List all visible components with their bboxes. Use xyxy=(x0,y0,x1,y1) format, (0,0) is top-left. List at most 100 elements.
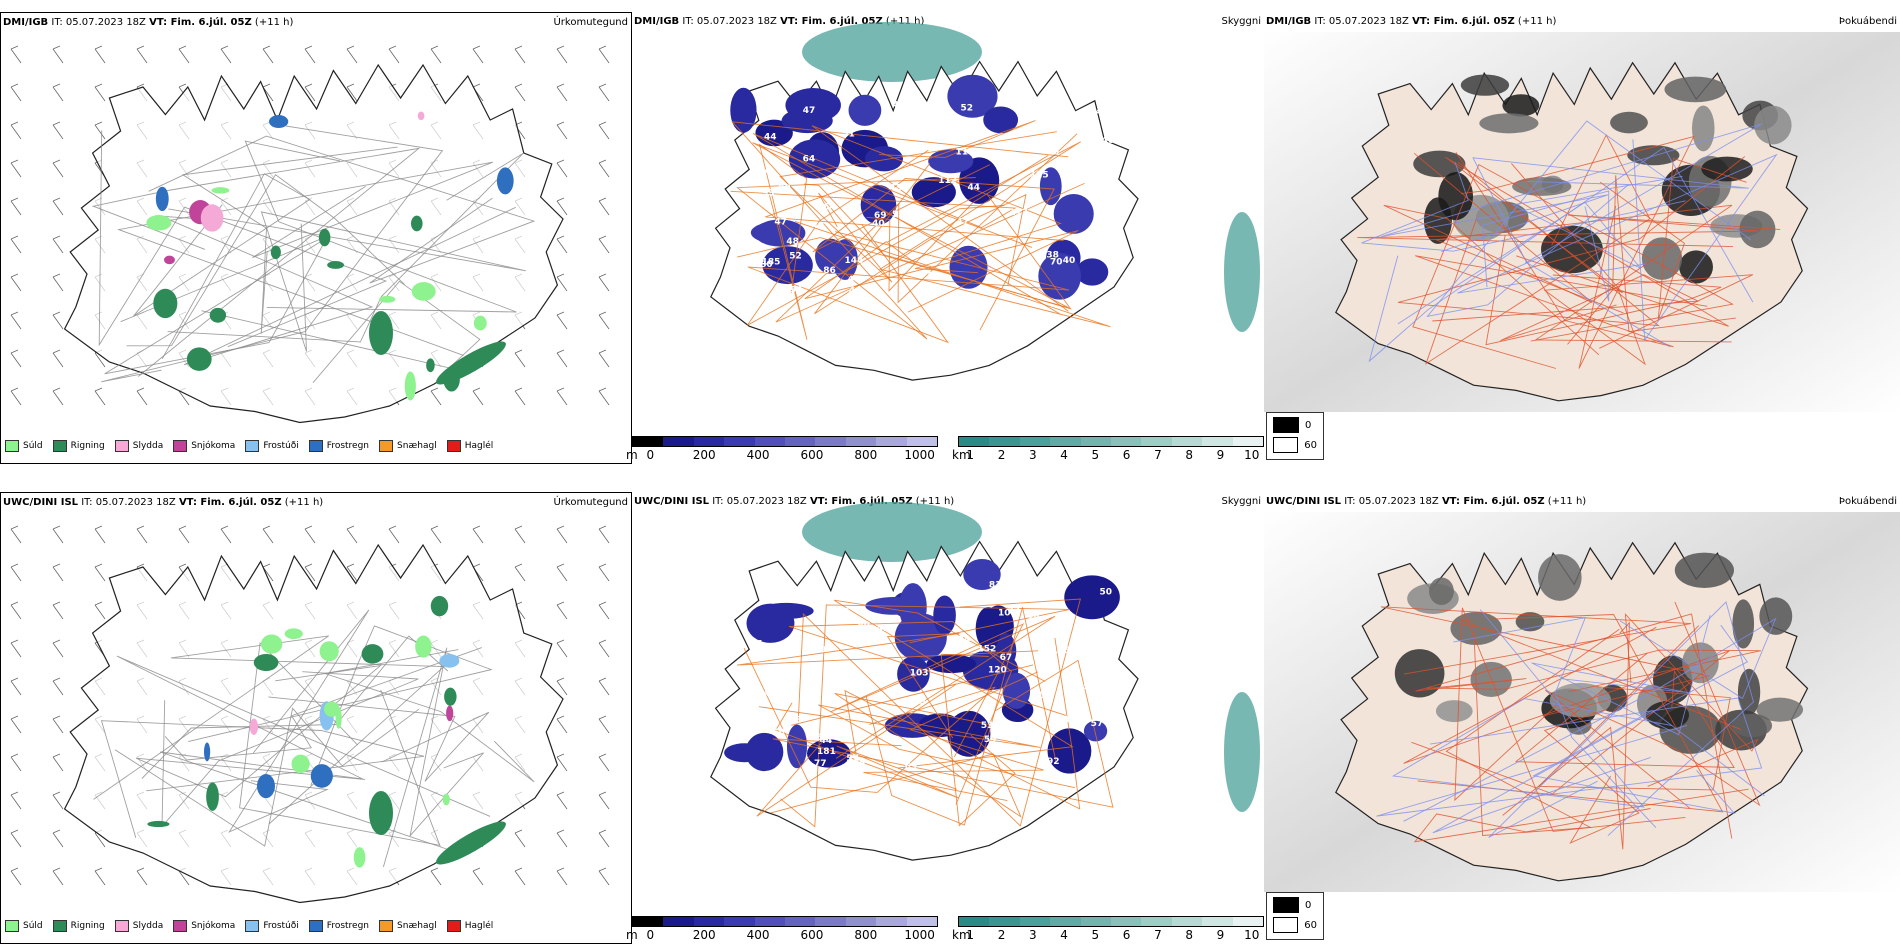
fog-index-field xyxy=(1450,611,1502,645)
wind-barb xyxy=(136,867,148,886)
wind-barb xyxy=(94,83,106,102)
fog-index-field xyxy=(1731,713,1773,738)
fog-index-field xyxy=(1429,577,1454,606)
scale-step xyxy=(906,437,938,446)
precip-cell xyxy=(269,115,289,129)
scale-step xyxy=(1111,917,1142,926)
wind-barb xyxy=(556,639,568,658)
cloud-base-label: 40 xyxy=(872,219,885,229)
wind-barb xyxy=(556,867,568,886)
scale-step xyxy=(1019,437,1051,446)
legend-label: Frostregn xyxy=(326,921,370,931)
cloud-base-label: 115 xyxy=(955,148,974,158)
scale-unit: m xyxy=(626,928,638,942)
cloud-base-label: 69 xyxy=(905,762,918,772)
wind-barb xyxy=(94,387,106,406)
scale-step xyxy=(959,437,990,446)
cloud-base-field xyxy=(755,119,793,147)
fog-legend-row: 0 xyxy=(1273,897,1317,913)
coastline xyxy=(63,63,564,424)
wind-barb xyxy=(52,83,64,102)
legend-label: Snjókoma xyxy=(191,441,236,451)
scale-step xyxy=(724,917,755,926)
wind-barb xyxy=(178,45,190,64)
wind-barb xyxy=(94,525,106,544)
scale-step xyxy=(1232,437,1264,446)
wind-barb xyxy=(598,311,610,330)
wind-barb xyxy=(346,45,358,64)
scale-tick-label: 4 xyxy=(1060,448,1068,462)
cloud-base-label: 125 xyxy=(1052,646,1071,656)
precip-legend-item: Rigning xyxy=(52,440,105,452)
fog-index-field xyxy=(1538,554,1582,601)
cloud-base-label: 60 xyxy=(951,119,964,129)
scale-tick-label: 0 xyxy=(646,928,655,942)
scale-tick-label: 200 xyxy=(692,928,716,942)
precip-cell xyxy=(260,634,283,654)
wind-barb xyxy=(556,715,568,734)
cloud-base-label: 64 xyxy=(803,154,816,164)
wind-barb xyxy=(52,753,64,772)
cloud-base-label: 47 xyxy=(803,106,816,116)
fog-panel-row2: UWC/DINI ISL IT: 05.07.2023 18Z VT: Fim.… xyxy=(1264,492,1900,944)
wind-barb xyxy=(598,715,610,734)
wind-barb xyxy=(598,349,610,368)
wind-barb xyxy=(556,601,568,620)
legend-label: Frostúði xyxy=(263,441,299,451)
wind-barb xyxy=(10,159,22,178)
cloud-base-label: 55 xyxy=(892,210,905,220)
scale-ticks: km 1 2 3 4 5 6 7 8 9 10 xyxy=(952,447,1264,462)
cloud-base-label: 51 xyxy=(751,639,764,649)
cloud-base-label: 52 xyxy=(874,666,887,676)
fog-index-field xyxy=(1549,682,1612,718)
fog-panel-row1: DMI/IGB IT: 05.07.2023 18Z VT: Fim. 6.jú… xyxy=(1264,12,1900,464)
cloud-base-label: 152 xyxy=(978,644,997,654)
scale-tick-label: 1 xyxy=(966,928,975,942)
cloud-base-label: 57 xyxy=(846,754,859,764)
scale-tick-label: 6 xyxy=(1122,448,1131,462)
scale-step xyxy=(1171,917,1203,926)
scale-tick-label: 800 xyxy=(854,928,878,942)
wind-barb xyxy=(10,197,22,216)
precip-legend-item: Frostregn xyxy=(308,440,369,452)
wind-barb xyxy=(514,525,526,544)
scale-tick-label: 600 xyxy=(800,928,824,942)
wind-barb xyxy=(52,829,64,848)
cloud-header-row2: UWC/DINI ISL IT: 05.07.2023 18Z VT: Fim.… xyxy=(634,496,955,507)
wind-barb xyxy=(514,387,526,406)
wind-barb xyxy=(52,601,64,620)
precip-legend-item: Slydda xyxy=(114,440,163,452)
precip-map-row1 xyxy=(10,45,610,424)
wind-barb xyxy=(472,45,484,64)
wind-barb xyxy=(10,715,22,734)
precip-map-row2 xyxy=(10,525,610,904)
cloud-base-label: 103 xyxy=(910,669,929,679)
cloud-panel-row1: DMI/IGB IT: 05.07.2023 18Z VT: Fim. 6.jú… xyxy=(632,12,1264,464)
wind-barb xyxy=(94,121,106,140)
precip-legend-item: Haglél xyxy=(446,920,493,932)
wind-barb xyxy=(52,525,64,544)
scale-step xyxy=(845,437,877,446)
precip-legend-item: Súld xyxy=(5,440,43,452)
cloud-base-label: 93 xyxy=(762,188,775,198)
wind-barb xyxy=(304,525,316,544)
cloud-base-label: 110 xyxy=(1013,101,1032,111)
scale-tick-label: 9 xyxy=(1216,928,1225,942)
fog-index-field xyxy=(1691,105,1715,152)
cloud-panel-row2: UWC/DINI ISL IT: 05.07.2023 18Z VT: Fim.… xyxy=(632,492,1264,944)
fog-index-field xyxy=(1641,237,1683,280)
cloud-base-label: 185 xyxy=(762,257,781,267)
scale-step xyxy=(693,917,725,926)
visibility-scale-row2: km 1 2 3 4 5 6 7 8 9 10 xyxy=(952,916,1264,942)
scale-bar xyxy=(632,916,938,927)
scale-bar xyxy=(632,436,938,447)
wind-barb xyxy=(52,159,64,178)
legend-swatch xyxy=(5,440,19,452)
cloud-base-field xyxy=(848,94,882,126)
fog-index-field xyxy=(1701,156,1753,182)
scale-tick-label: 600 xyxy=(800,448,824,462)
wind-barb xyxy=(598,159,610,178)
precip-cell xyxy=(436,341,506,385)
fog-legend-label: 60 xyxy=(1304,439,1317,451)
fog-legend-label: 60 xyxy=(1304,919,1317,931)
